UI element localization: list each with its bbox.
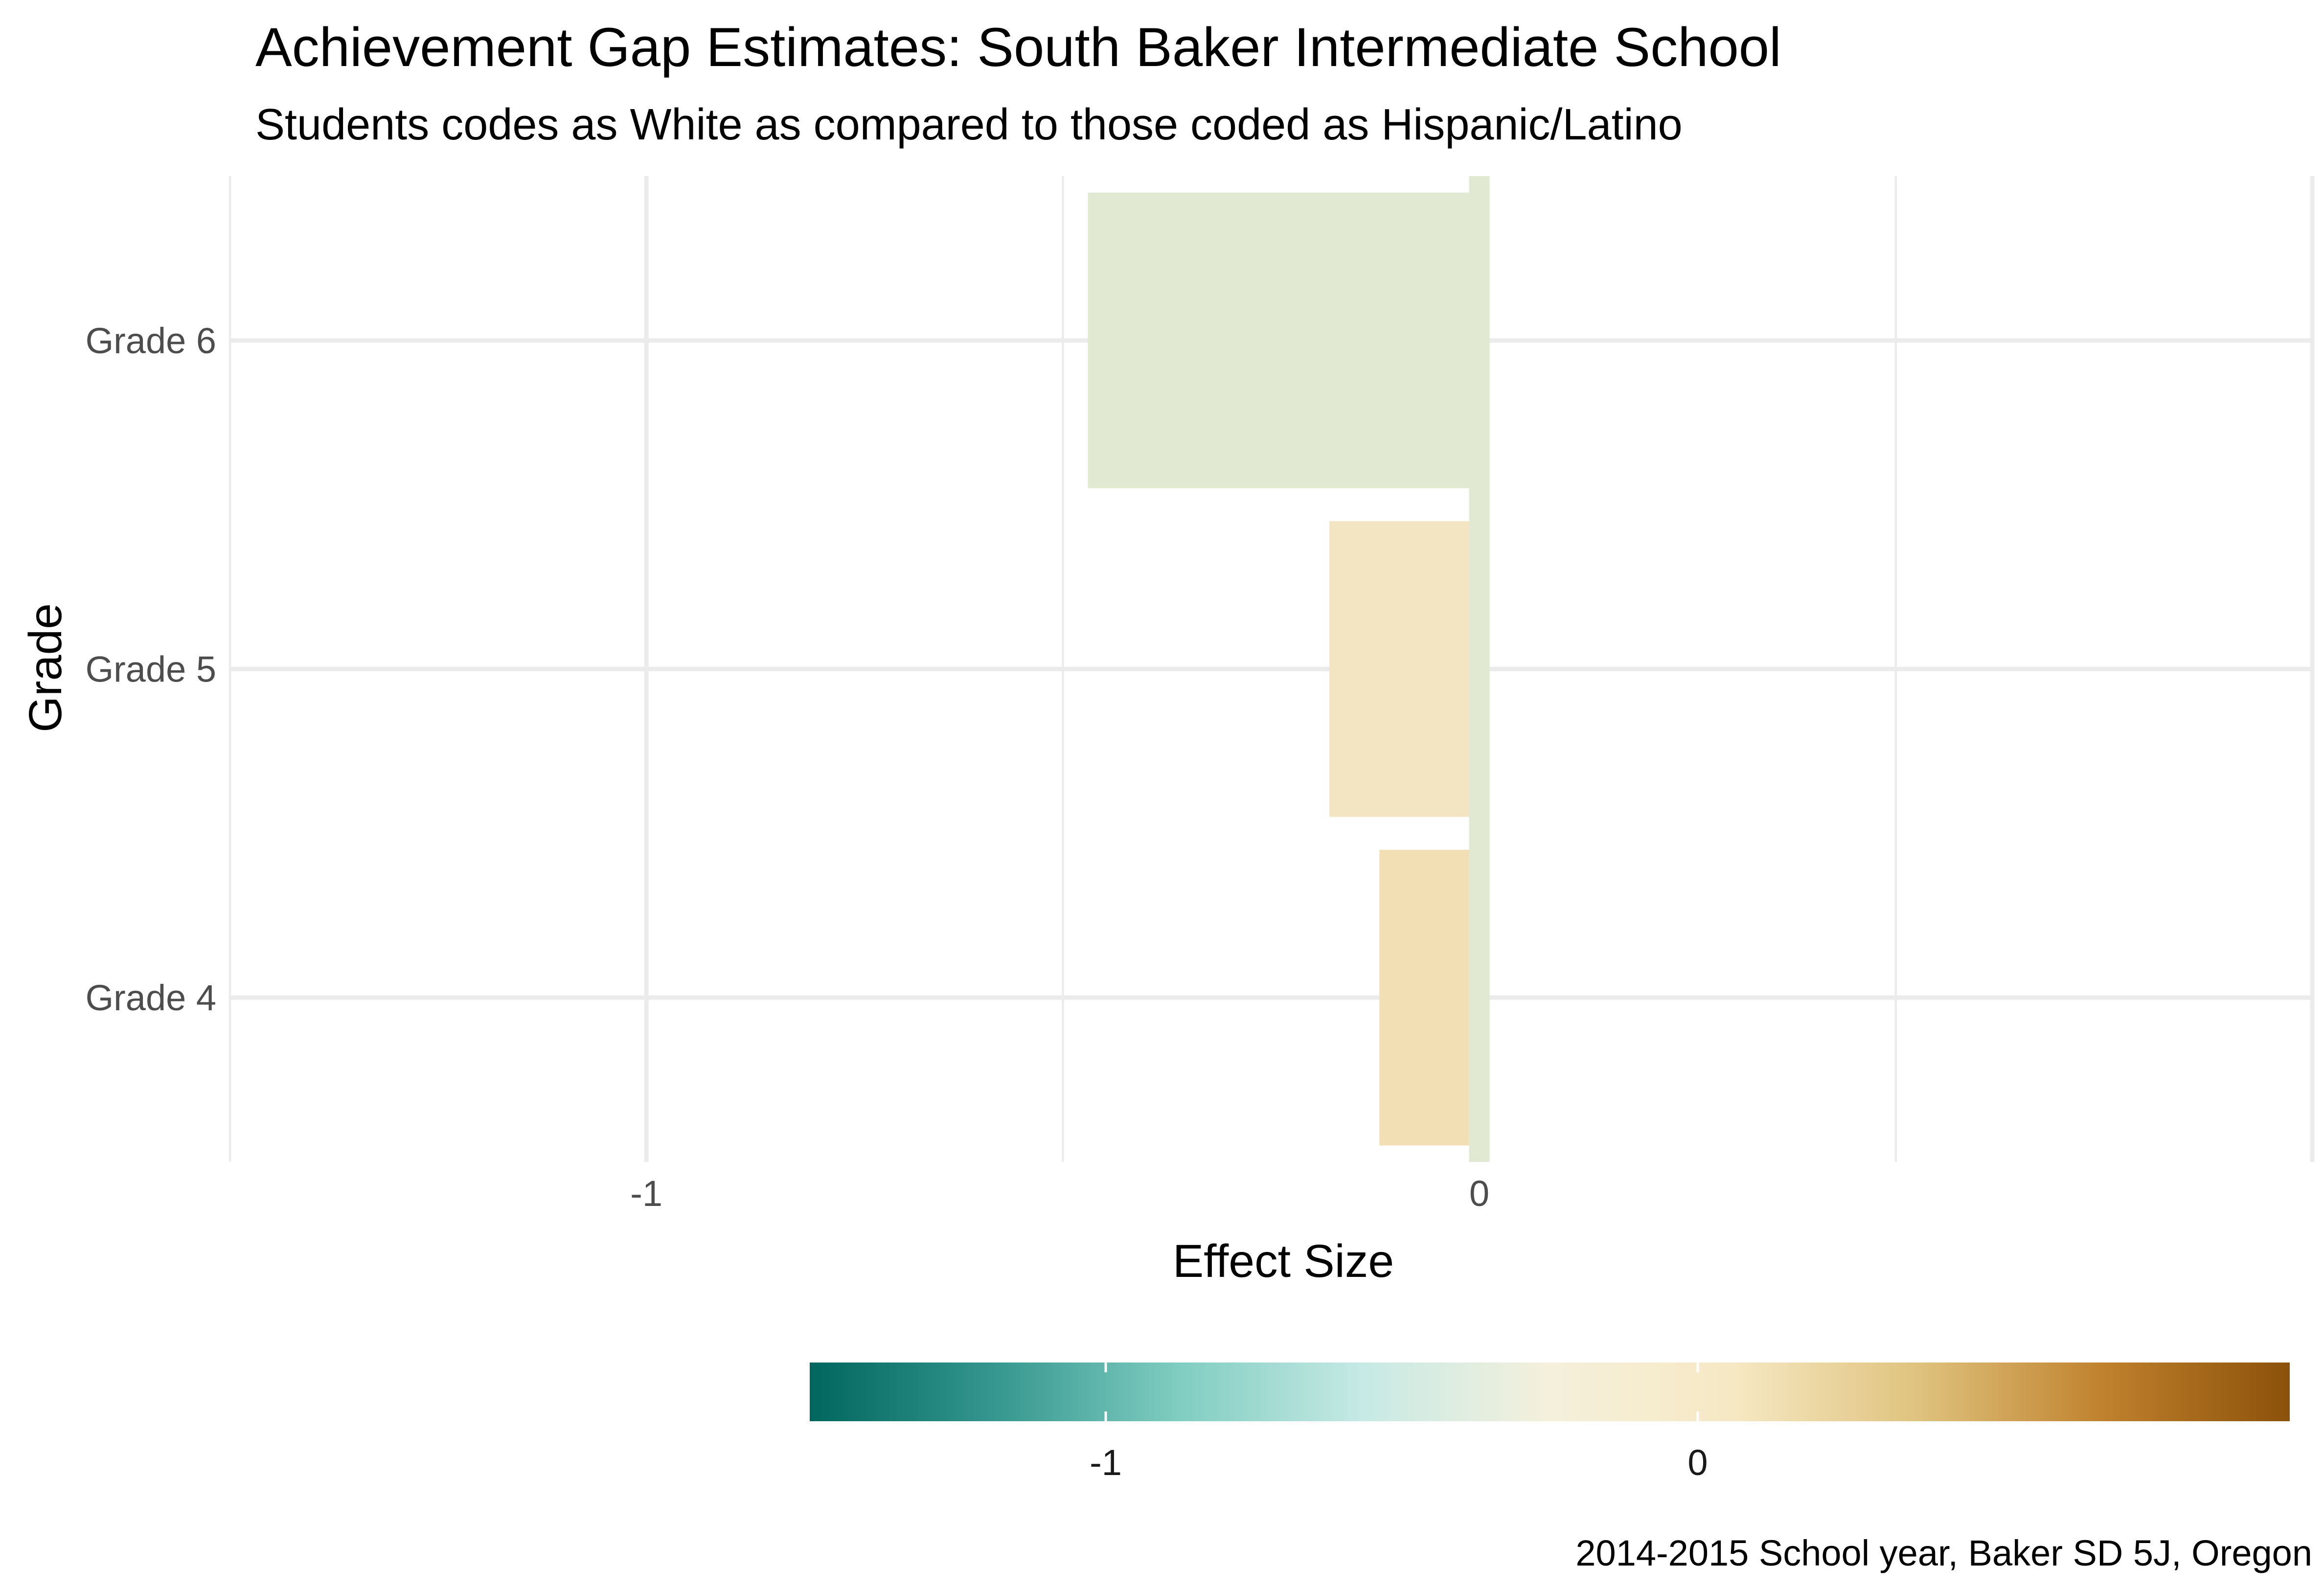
- y-tick-label: Grade 6: [86, 320, 216, 361]
- y-tick-label: Grade 5: [86, 649, 216, 690]
- colorbar: [810, 1363, 2290, 1421]
- colorbar-tick-label: 0: [1687, 1442, 1708, 1483]
- x-axis-title: Effect Size: [1173, 1235, 1394, 1287]
- x-tick-labels: -1 0: [630, 1173, 1489, 1214]
- colorbar-tick-label: -1: [1090, 1442, 1122, 1483]
- bar: [1329, 521, 1480, 817]
- chart-subtitle: Students codes as White as compared to t…: [255, 100, 1683, 149]
- colorbar-legend: -1 0: [810, 1363, 2290, 1483]
- x-tick-label: 0: [1469, 1173, 1489, 1214]
- chart-caption: 2014-2015 School year, Baker SD 5J, Oreg…: [1575, 1533, 2312, 1573]
- bars: [1088, 192, 1480, 1146]
- bar: [1088, 192, 1480, 489]
- bar: [1379, 849, 1480, 1146]
- chart-title: Achievement Gap Estimates: South Baker I…: [255, 17, 1781, 78]
- y-tick-label: Grade 4: [86, 977, 216, 1018]
- y-axis-title: Grade: [20, 603, 71, 732]
- y-tick-labels: Grade 4 Grade 5 Grade 6: [86, 320, 216, 1018]
- x-tick-label: -1: [630, 1173, 662, 1214]
